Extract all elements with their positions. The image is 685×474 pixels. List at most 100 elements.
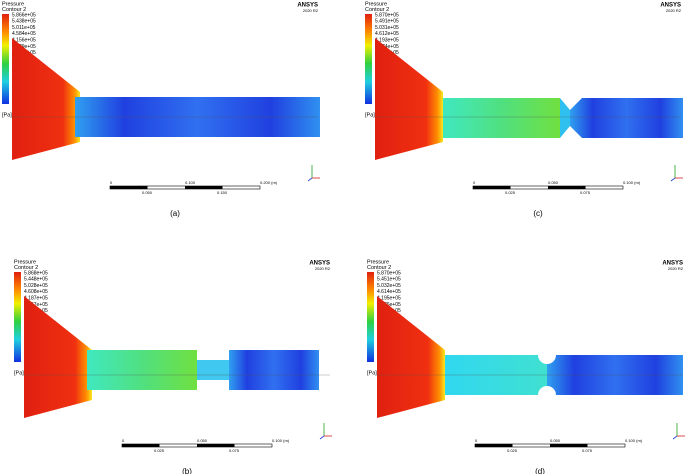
legend-title: Contour 2 xyxy=(365,7,389,13)
nozzle xyxy=(375,38,443,160)
brand: ANSYS xyxy=(662,261,683,267)
scale-block xyxy=(548,186,586,189)
legend-value: 5.028e+05 xyxy=(24,283,48,289)
color-bar xyxy=(367,272,374,362)
channel-throat xyxy=(197,360,229,380)
color-bar xyxy=(365,14,372,104)
scale-block xyxy=(110,186,148,189)
scale-label: 0 xyxy=(475,438,478,443)
nozzle xyxy=(377,296,445,418)
scale-label: 0.200 (m) xyxy=(260,180,278,185)
legend-unit: [Pa] xyxy=(365,112,375,118)
scale-label: 0.050 xyxy=(142,190,153,195)
legend-value: 4.612e+05 xyxy=(375,31,399,37)
scale-block xyxy=(550,444,588,447)
scale-block xyxy=(122,444,160,447)
legend-value: 5.011e+05 xyxy=(12,25,36,31)
legend-value: 5.870e+05 xyxy=(375,12,399,18)
scale-label: 0 xyxy=(110,180,113,185)
brand: ANSYS xyxy=(660,3,681,9)
caption: (d) xyxy=(535,467,545,474)
scale-label: 0 xyxy=(122,438,125,443)
notch xyxy=(538,386,556,404)
scale-label: 0.075 xyxy=(229,448,240,453)
legend-title: Pressure xyxy=(14,259,36,265)
legend-value: 5.866e+05 xyxy=(12,12,36,18)
legend-value: 5.451e+05 xyxy=(377,277,401,283)
legend-value: 5.032e+05 xyxy=(377,283,401,289)
legend-value: 5.438e+05 xyxy=(12,19,36,25)
scale-label: 0.050 xyxy=(197,438,208,443)
scale-label: 0.150 xyxy=(217,190,228,195)
channel-exit xyxy=(229,350,319,390)
channel-wide xyxy=(87,350,197,390)
legend-value: 5.868e+05 xyxy=(24,270,48,276)
caption: (c) xyxy=(533,209,543,218)
scale-label: 0.025 xyxy=(505,190,516,195)
scale-label: 0 xyxy=(473,180,476,185)
version: 2020 R2 xyxy=(315,266,331,271)
legend-value: 4.195e+05 xyxy=(377,295,401,301)
scale-label: 0.050 xyxy=(550,438,561,443)
legend-title: Pressure xyxy=(365,1,387,7)
scale-label: 0.100 xyxy=(185,180,196,185)
legend-value: 3.774e+05 xyxy=(375,44,399,50)
scale-label: 0.100 (m) xyxy=(623,180,641,185)
legend-value: 4.193e+05 xyxy=(375,37,399,43)
legend-value: 4.614e+05 xyxy=(377,289,401,295)
legend-title: Contour 2 xyxy=(2,7,26,13)
scale-block xyxy=(473,186,511,189)
legend-unit: [Pa] xyxy=(367,370,377,376)
color-bar xyxy=(2,14,9,104)
notch xyxy=(538,346,556,364)
legend-unit: [Pa] xyxy=(14,370,24,376)
legend-value: 4.608e+05 xyxy=(24,289,48,295)
scale-block xyxy=(197,444,235,447)
axis-z xyxy=(672,435,678,440)
legend-value: 5.448e+05 xyxy=(24,277,48,283)
legend-value: 4.187e+05 xyxy=(24,295,48,301)
legend-title: Pressure xyxy=(2,1,24,7)
legend-value: 5.031e+05 xyxy=(375,25,399,31)
legend-title: Pressure xyxy=(367,259,389,265)
scale-label: 0.100 (m) xyxy=(272,438,290,443)
legend-value: 4.156e+05 xyxy=(12,37,36,43)
caption: (b) xyxy=(182,467,192,474)
legend-value: 5.870e+05 xyxy=(377,270,401,276)
scale-label: 0.075 xyxy=(582,448,593,453)
brand: ANSYS xyxy=(297,3,318,9)
scale-block xyxy=(475,444,513,447)
caption: (a) xyxy=(170,209,180,218)
legend-value: 3.729e+05 xyxy=(12,44,36,50)
version: 2020 R2 xyxy=(668,266,684,271)
version: 2020 R2 xyxy=(303,8,319,13)
axis-z xyxy=(319,435,325,440)
version: 2020 R2 xyxy=(666,8,682,13)
scale-label: 0.050 xyxy=(548,180,559,185)
nozzle xyxy=(12,38,80,160)
scale-label: 0.025 xyxy=(154,448,165,453)
scale-label: 0.075 xyxy=(580,190,591,195)
axis-z xyxy=(670,177,676,182)
legend-value: 5.491e+05 xyxy=(375,19,399,25)
scale-label: 0.025 xyxy=(507,448,518,453)
legend-value: 4.584e+05 xyxy=(12,31,36,37)
legend-title: Contour 2 xyxy=(367,265,391,271)
channel-throat xyxy=(560,98,570,138)
axis-z xyxy=(307,177,313,182)
legend-value: 3.776e+05 xyxy=(377,302,401,308)
scale-block xyxy=(185,186,223,189)
brand: ANSYS xyxy=(309,261,330,267)
channel-wide xyxy=(443,98,560,138)
channel-exit xyxy=(570,98,683,138)
nozzle xyxy=(24,296,92,418)
legend-value: 3.767e+05 xyxy=(24,302,48,308)
scale-label: 0.100 (m) xyxy=(625,438,643,443)
legend-title: Contour 2 xyxy=(14,265,38,271)
color-bar xyxy=(14,272,21,362)
